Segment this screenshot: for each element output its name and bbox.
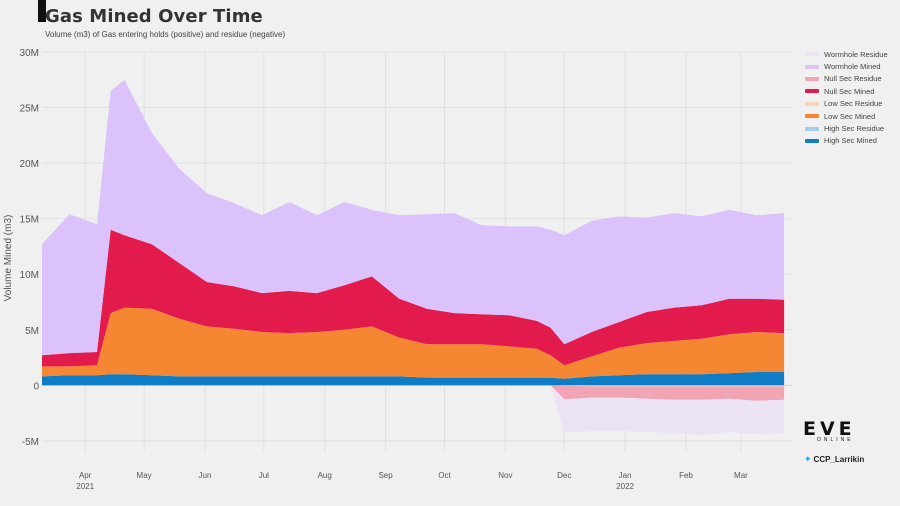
x-tick-label: Nov [498,471,512,480]
x-tick-label: Sep [378,471,393,480]
y-tick-label: 20M [20,159,39,170]
area-null-sec-residue [42,385,785,401]
axis-layer: -5M 0 5M 10M 15M 20M 25M 30M Apr 2021 May Jun Jul Aug… [20,48,749,491]
legend-label: High Sec Mined [824,136,877,146]
y-tick-label: 0 [33,381,39,392]
area-low-sec-residue [42,385,785,387]
chart-title: Gas Mined Over Time [45,6,263,27]
x-tick-year-label: 2021 [76,482,94,491]
x-tick-label: Jul [259,471,269,480]
legend-swatch [805,101,819,106]
legend-label: High Sec Residue [824,124,885,134]
legend-item: Wormhole Residue [805,48,888,60]
x-tick-label: Jan [619,471,632,480]
twitter-credit: ✦ CCP_Larrikin [804,454,864,465]
x-tick-label: Feb [679,471,693,480]
y-tick-label: -5M [22,437,39,448]
logo-subtext: ONLINE [817,437,854,443]
twitter-bird-icon: ✦ [804,454,812,464]
y-tick-label: 30M [20,48,39,59]
x-tick-label: Oct [438,471,451,480]
area-layer [42,79,785,436]
x-tick-label: May [137,471,152,480]
legend-label: Wormhole Residue [824,49,888,59]
legend-item: Null Sec Mined [805,85,888,97]
logo-text: EVE [803,418,856,440]
area-wormhole-mined [42,79,785,356]
legend-swatch [805,89,819,94]
legend-swatch [805,64,819,69]
y-tick-label: 25M [20,104,39,115]
legend-item: High Sec Residue [805,122,888,134]
legend-swatch [805,76,819,81]
legend-item: Low Sec Mined [805,110,888,122]
legend-swatch [805,126,819,131]
area-high-sec-mined [42,372,785,386]
legend-item: High Sec Mined [805,135,888,147]
area-null-sec-mined [42,229,785,367]
twitter-handle: CCP_Larrikin [813,455,865,464]
area-low-sec-mined [42,307,785,379]
area-wormhole-residue [42,385,785,436]
x-tick-label: Apr [79,471,92,480]
legend: Wormhole Residue Wormhole Mined Null Sec R… [805,48,888,147]
x-tick-label: Aug [318,471,332,480]
y-tick-label: 5M [25,326,39,337]
y-tick-label: 10M [20,270,39,281]
title-accent-bar [38,0,46,22]
x-tick-label: Jun [199,471,212,480]
legend-item: Wormhole Mined [805,60,888,72]
legend-label: Wormhole Mined [824,62,881,72]
legend-label: Low Sec Mined [824,111,876,121]
legend-swatch [805,114,819,119]
x-tick-year-label: 2022 [616,482,634,491]
legend-item: Low Sec Residue [805,98,888,110]
legend-label: Null Sec Residue [824,74,882,84]
x-tick-label: Dec [557,471,571,480]
legend-item: Null Sec Residue [805,73,888,85]
legend-swatch [805,138,819,143]
x-tick-label: Mar [734,471,748,480]
y-axis-label: Volume Mined (m3) [3,215,14,302]
eve-online-logo: EVE ONLINE [803,418,863,443]
legend-label: Low Sec Residue [824,99,883,109]
chart-subtitle: Volume (m3) of Gas entering holds (posit… [45,30,286,39]
y-tick-label: 15M [20,215,39,226]
legend-label: Null Sec Mined [824,86,875,96]
legend-swatch [805,52,819,57]
